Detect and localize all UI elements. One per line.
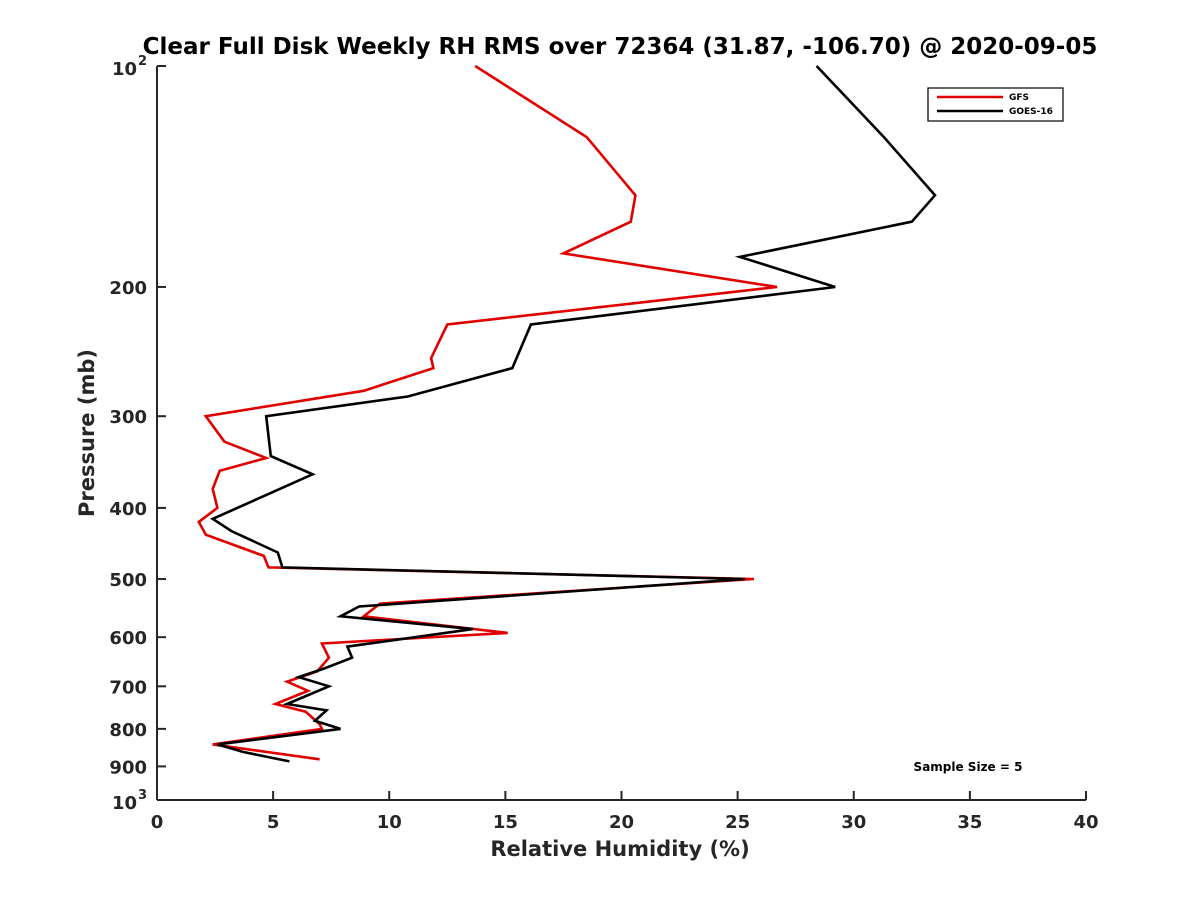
y-tick-label: 700 bbox=[109, 677, 147, 698]
series-line-goes-16 bbox=[209, 65, 937, 763]
series-line-gfs bbox=[197, 64, 778, 761]
x-tick-label: 30 bbox=[841, 812, 866, 833]
x-tick-label: 15 bbox=[493, 812, 518, 833]
x-tick-label: 10 bbox=[377, 812, 402, 833]
y-tick-label: 10 bbox=[112, 793, 137, 814]
y-tick-label: 10 bbox=[112, 59, 137, 80]
y-tick-exponent: 3 bbox=[138, 788, 147, 803]
x-axis-label: Relative Humidity (%) bbox=[490, 837, 749, 861]
y-tick-label: 600 bbox=[109, 628, 147, 649]
x-tick-label: 5 bbox=[267, 812, 280, 833]
x-tick-label: 25 bbox=[725, 812, 750, 833]
legend-label-gfs: GFS bbox=[1009, 93, 1029, 103]
legend-label-goes-16: GOES-16 bbox=[1009, 107, 1053, 117]
x-tick-label: 0 bbox=[151, 812, 164, 833]
x-tick-label: 40 bbox=[1073, 812, 1098, 833]
legend: GFS GOES-16 bbox=[927, 87, 1064, 122]
chart-title: Clear Full Disk Weekly RH RMS over 72364… bbox=[143, 34, 1098, 60]
legend-box bbox=[927, 87, 1064, 122]
y-tick-label: 200 bbox=[109, 278, 147, 299]
y-axis-label: Pressure (mb) bbox=[75, 349, 99, 517]
y-tick-label: 500 bbox=[109, 570, 147, 591]
y-tick-label: 800 bbox=[109, 720, 147, 741]
y-tick-exponent: 2 bbox=[138, 54, 147, 69]
y-tick-label: 900 bbox=[109, 757, 147, 778]
x-tick-label: 20 bbox=[609, 812, 634, 833]
sample-size-annotation: Sample Size = 5 bbox=[914, 760, 1023, 774]
x-tick-label: 35 bbox=[957, 812, 982, 833]
y-tick-label: 400 bbox=[109, 499, 147, 520]
y-tick-label: 300 bbox=[109, 407, 147, 428]
